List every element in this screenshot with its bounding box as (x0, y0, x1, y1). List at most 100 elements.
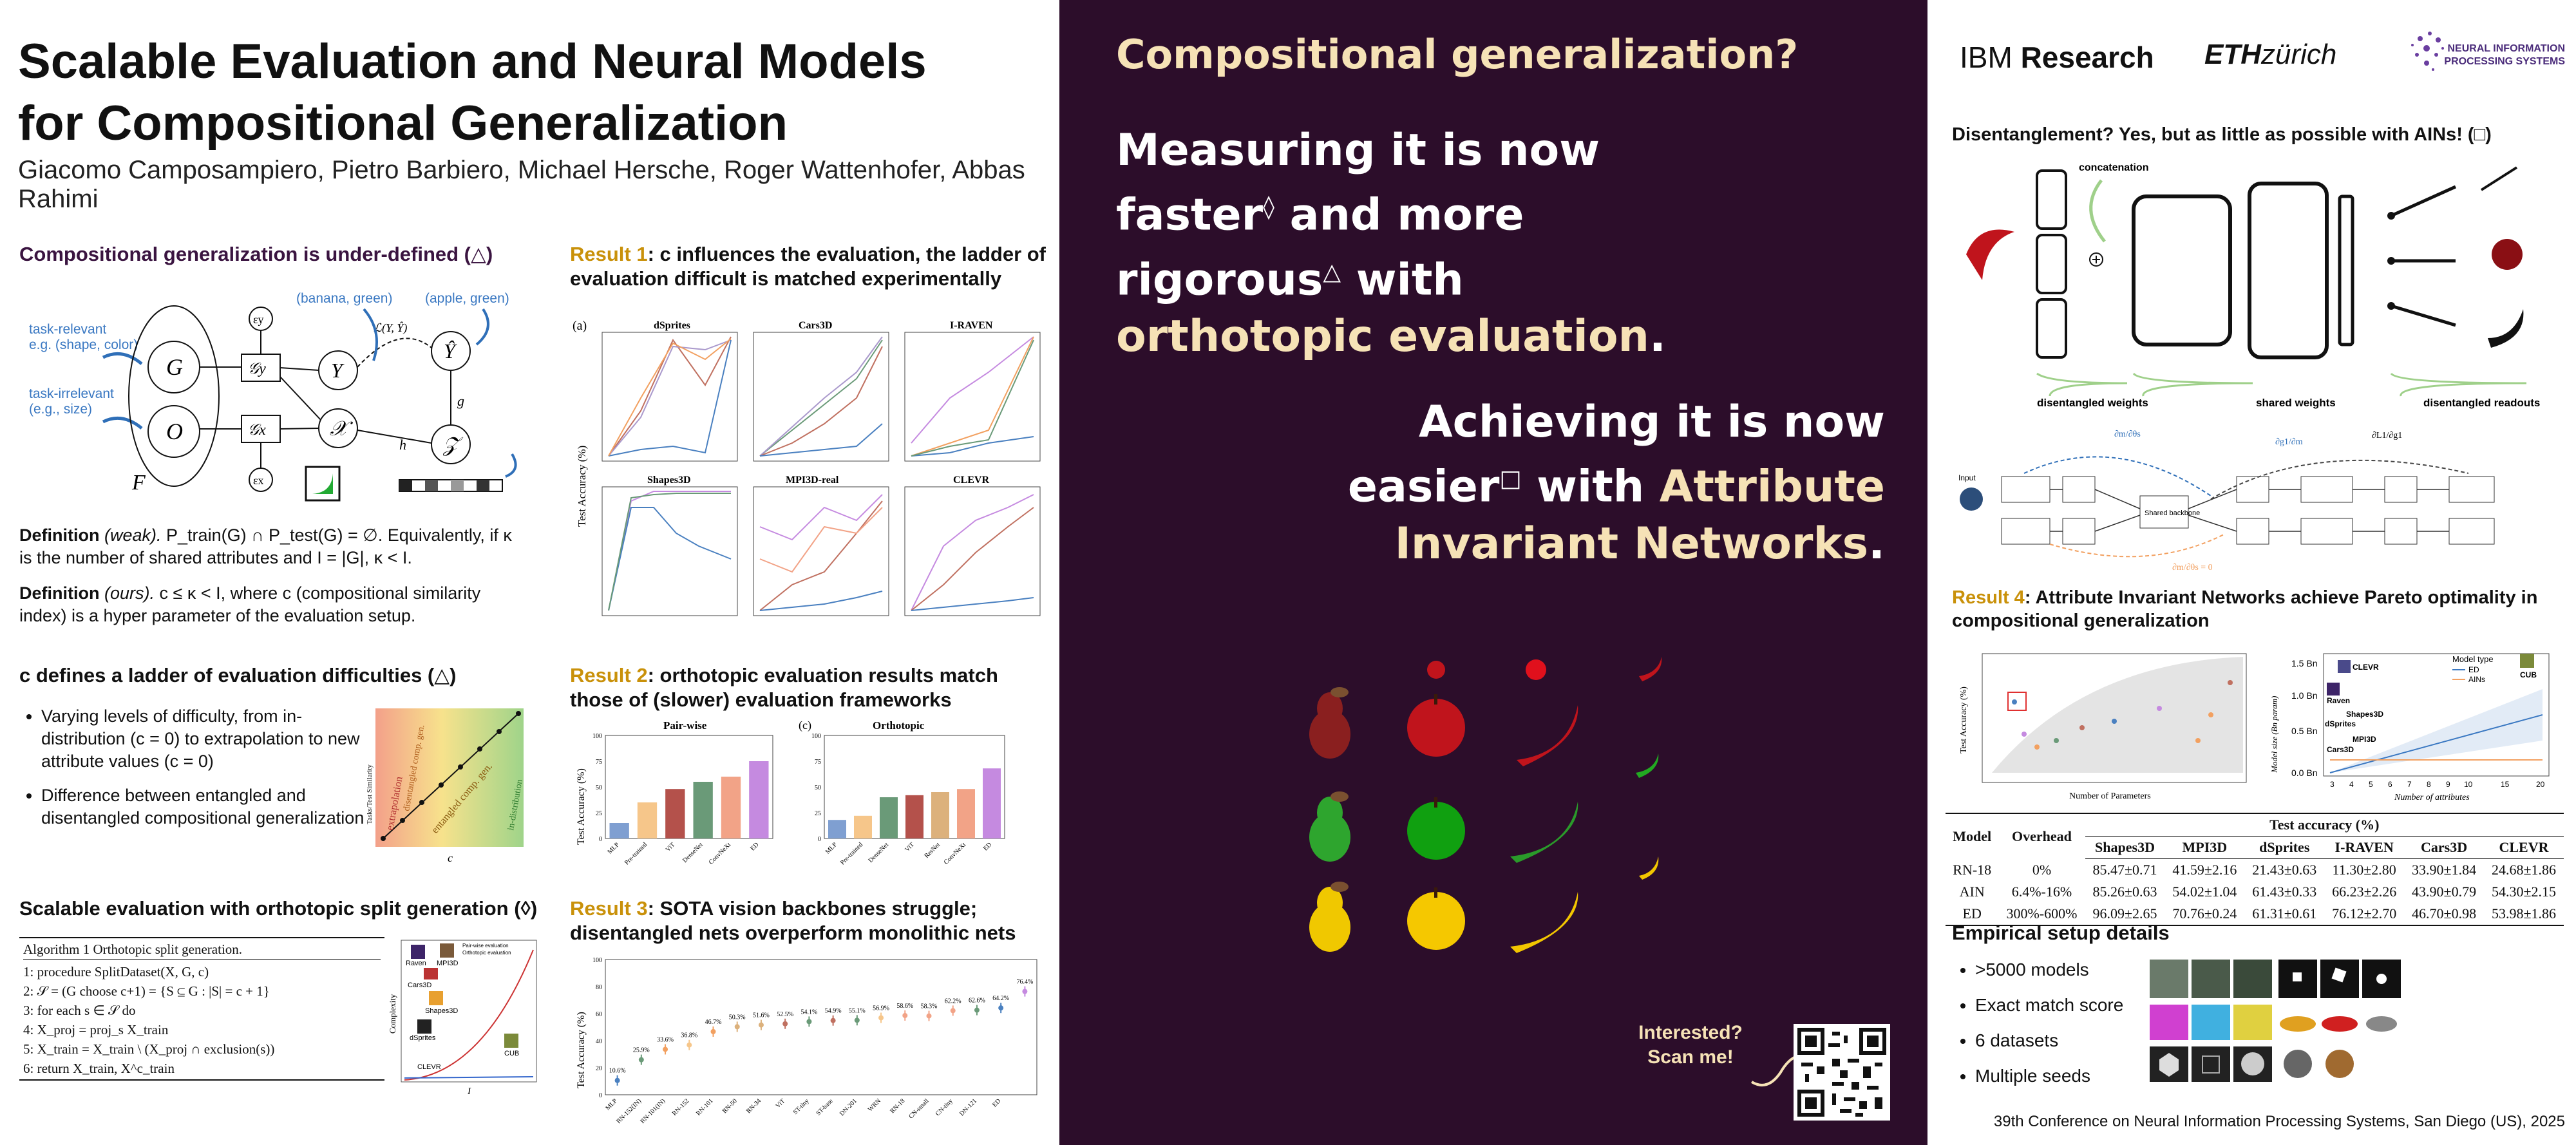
table-cell: 85.47±0.71 (2092, 862, 2157, 878)
yellow-banana-icon (1510, 892, 1578, 953)
table-cell: 11.30±2.80 (2332, 862, 2396, 878)
yellow-banana-small-icon (1639, 856, 1659, 880)
table-row: ED 300%-600% 96.09±2.65 70.76±0.24 61.31±0… (1946, 903, 2564, 926)
apple-label: (apple, green) (425, 291, 509, 306)
thumb-raven-2 (2192, 960, 2230, 998)
r1-sub-dsprites: dSprites (601, 320, 738, 462)
legend-pairwise: Pair-wise evaluation (462, 943, 509, 949)
Yhat-label: Ŷ (444, 339, 457, 363)
dL-dg-label: ∂L1/∂g1 (2372, 431, 2402, 440)
interested-callout: Interested? Scan me! (1629, 1021, 1752, 1070)
complexity-axis-y: Complexity (388, 994, 397, 1034)
arrow-task-relevant (102, 352, 143, 365)
ladder-axis-x: c (448, 851, 453, 864)
grad-path-gray (2210, 459, 2469, 500)
green-banana-icon (1510, 802, 1578, 863)
measure-dot: . (1649, 311, 1666, 363)
achieve-ain: Invariant Networks (1394, 518, 1869, 569)
red-banana-input-icon (1966, 229, 2014, 280)
shared-weights-label: shared weights (2256, 397, 2336, 409)
algo-line-4: 4: X_proj = proj_s X_train (23, 1022, 169, 1037)
yellow-pear-icon (1309, 882, 1350, 952)
red-apple-large-icon (1407, 694, 1465, 757)
y-tick-label: 0 (599, 1092, 602, 1099)
table-cell: 0% (2032, 861, 2052, 878)
neurips-logo-text: NEURAL INFORMATION PROCESSING SYSTEMS (2404, 43, 2565, 68)
empirical-bullets: >5000 models Exact match score 6 dataset… (1953, 958, 2146, 1100)
result-2-figure: Test Accuracy (%) (c) Pair-wise Orthotop… (576, 719, 1005, 867)
result-1-prefix: Result 1 (570, 243, 648, 265)
readout-3 (2391, 304, 2456, 327)
r2-pairwise-bars: 0 25 50 75 100 MLP Pre-trained ViT DenseNet ConvN… (592, 733, 773, 867)
x-tick-label: CN-tiny (934, 1097, 954, 1117)
svg-text:7: 7 (2407, 780, 2412, 789)
x-tick-label: RN-152(IN) (615, 1097, 643, 1125)
th-dsprites: dSprites (2244, 836, 2325, 859)
ladder-line (383, 713, 519, 839)
svg-text:CLEVR: CLEVR (953, 475, 989, 486)
svg-text:6: 6 (2388, 780, 2392, 789)
def-weak-label: Definition (19, 525, 100, 545)
table-cell: 300%-600% (1998, 903, 2085, 926)
result-4-text: : Attribute Invariant Networks achieve P… (1952, 587, 2538, 631)
shared-block-2 (2248, 182, 2329, 359)
thumb-raven-3 (2233, 960, 2272, 998)
pt-cars3d: Cars3D (408, 981, 431, 989)
cars3d-thumb (424, 968, 438, 979)
edge-Gy-X (279, 376, 321, 421)
size-tick-y-3: 0.0 Bn (2291, 768, 2317, 778)
result-3-text: : SOTA vision backbones struggle; disent… (570, 897, 1016, 944)
thumb-cars3d-1 (2280, 1016, 2316, 1032)
data-label: 50.3% (729, 1014, 746, 1021)
bar (957, 789, 975, 838)
edge-Gy-Y (279, 367, 319, 371)
research-word: Research (2020, 41, 2154, 74)
algo-line-2: 2: 𝒮 = (G choose c+1) = {S ⊆ G : |S| = c… (23, 983, 270, 999)
achieve-line-2: easier□ with Attribute (1059, 451, 1885, 516)
x-tick-label: ED (991, 1097, 1002, 1108)
table-cell: 24.68±1.86 (2491, 862, 2557, 878)
input-label: Input (1958, 473, 1976, 482)
table-cell: 54.02±1.04 (2172, 884, 2237, 900)
size-ylabel: Model size (Bn param) (2269, 696, 2279, 773)
size-pt-cub: CUB (2520, 670, 2537, 679)
svg-text:Cars3D: Cars3D (799, 320, 832, 331)
loss-1-box (2448, 476, 2495, 503)
dg-dm-label: ∂g1/∂m (2275, 437, 2303, 447)
left-column: Scalable Evaluation and Neural Models fo… (0, 0, 1059, 1145)
table-cell: 85.26±0.63 (2092, 884, 2157, 900)
thumb-clevr-2 (2325, 1050, 2354, 1078)
phi-1-box (2062, 476, 2096, 503)
size-legend-ed: ED (2468, 665, 2479, 674)
r1-sub-mpi3d: MPI3D-real (753, 475, 889, 616)
bar (905, 795, 923, 838)
th-overhead: Overhead (1998, 813, 2085, 859)
yellow-apple-icon (1407, 887, 1465, 950)
size-tick-y-2: 0.5 Bn (2291, 726, 2317, 736)
y-tick-label: 100 (592, 733, 602, 740)
size-xlabel: Number of attributes (2394, 793, 2470, 802)
x-tick-label: RN-101 (695, 1097, 715, 1117)
th-cars3d: Cars3D (2404, 836, 2484, 859)
y-tick-label: 80 (596, 984, 602, 991)
th-mpi3d: MPI3D (2164, 836, 2245, 859)
ladder-axis-y: Tasks/Test Similarity (366, 764, 374, 824)
cub-size-thumb (2520, 654, 2534, 668)
brace-readouts (2390, 372, 2527, 397)
qr-code[interactable] (1794, 1024, 1890, 1121)
y-tick-label: 40 (596, 1038, 602, 1045)
grad-path-blue (2023, 456, 2211, 497)
def-ours-tag: (ours). (104, 583, 155, 603)
pt-raven: Raven (406, 960, 426, 967)
mpi3d-thumb (440, 943, 454, 958)
x-tick-label: ConvNeXt (708, 841, 733, 866)
section-ladder-title: c defines a ladder of evaluation difficu… (19, 664, 457, 686)
scatter-point (974, 1007, 980, 1013)
arrow-banana (363, 308, 378, 361)
x-tick-label: ViT (904, 841, 916, 853)
scatter-point (663, 1046, 668, 1052)
disentangled-block-3 (2036, 298, 2067, 359)
dataset-thumbnails (2150, 960, 2401, 1082)
h-label: h (399, 437, 406, 453)
x-tick-label: ViT (665, 841, 677, 853)
